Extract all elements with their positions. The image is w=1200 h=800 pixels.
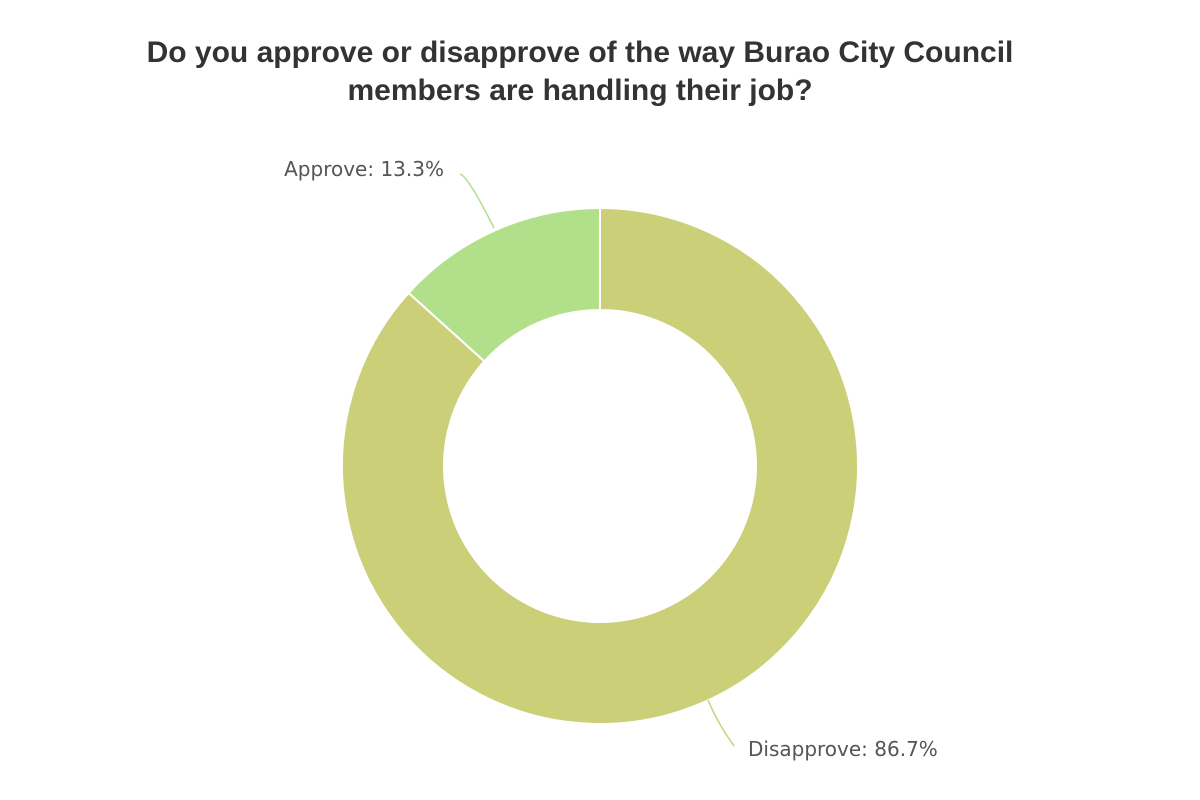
label-approve: Approve: 13.3% (284, 157, 444, 181)
connector-disapprove (707, 699, 735, 747)
connector-approve (459, 173, 495, 229)
chart-title: Do you approve or disapprove of the way … (146, 36, 1014, 107)
slice-disapprove[interactable] (341, 206, 859, 725)
label-disapprove: Disapprove: 86.7% (748, 737, 938, 761)
